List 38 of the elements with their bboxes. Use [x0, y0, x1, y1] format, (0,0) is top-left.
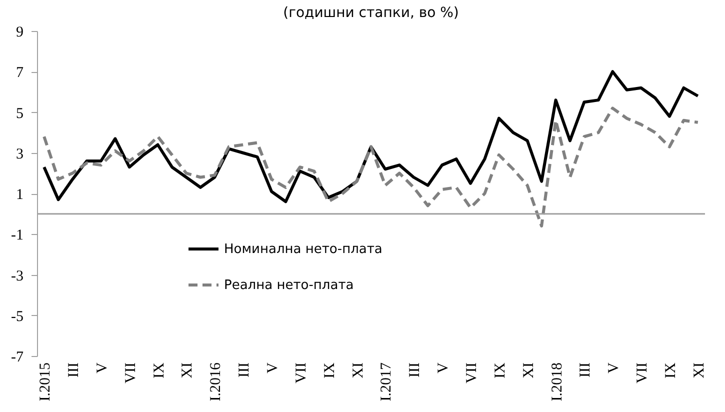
y-tick-label: 7 [16, 65, 24, 82]
x-tick-label: V [606, 362, 622, 374]
x-tick-label: IX [662, 362, 679, 378]
line-series [42, 106, 700, 228]
x-tick-label: IX [492, 362, 508, 378]
x-tick-label: I.2017 [378, 362, 395, 402]
x-tick-label: I.2018 [549, 362, 566, 402]
x-tick-label: IX [151, 362, 168, 378]
y-tick-label: -1 [11, 228, 24, 244]
x-tick-label: III [236, 362, 253, 378]
legend-label: Номинална нето-плата [224, 242, 382, 257]
y-tick-label: -5 [11, 308, 24, 325]
chart-title: (годишни стапки, во %) [283, 5, 459, 21]
x-tick-label: IX [322, 362, 338, 378]
x-tick-label: VII [293, 362, 310, 384]
x-tick-label: I.2016 [208, 362, 224, 402]
x-tick-label: XI [520, 362, 537, 378]
y-tick-label: 5 [16, 106, 24, 122]
x-tick-label: III [407, 362, 424, 378]
y-tick-label: 9 [16, 24, 24, 40]
x-tick-label: XI [350, 362, 366, 378]
x-tick-label: III [578, 362, 594, 378]
x-tick-label: VII [122, 362, 139, 384]
x-tick-label: XI [180, 362, 196, 378]
y-tick-label: 1 [16, 187, 24, 203]
x-tick-label: I.2015 [38, 362, 54, 402]
legend-label: Реална нето-плата [224, 278, 354, 293]
y-tick-label: -3 [11, 268, 24, 284]
x-tick-label: V [265, 362, 282, 374]
x-tick-label: III [66, 362, 82, 378]
y-tick-label: -7 [11, 350, 24, 366]
line-series [42, 70, 700, 204]
x-tick-label: V [436, 362, 452, 374]
x-tick-label: V [94, 362, 110, 374]
y-tick-label: 3 [16, 146, 24, 162]
x-tick-label: VII [464, 362, 480, 384]
x-tick-label: VII [634, 362, 651, 384]
x-tick-label: XI [691, 362, 708, 378]
